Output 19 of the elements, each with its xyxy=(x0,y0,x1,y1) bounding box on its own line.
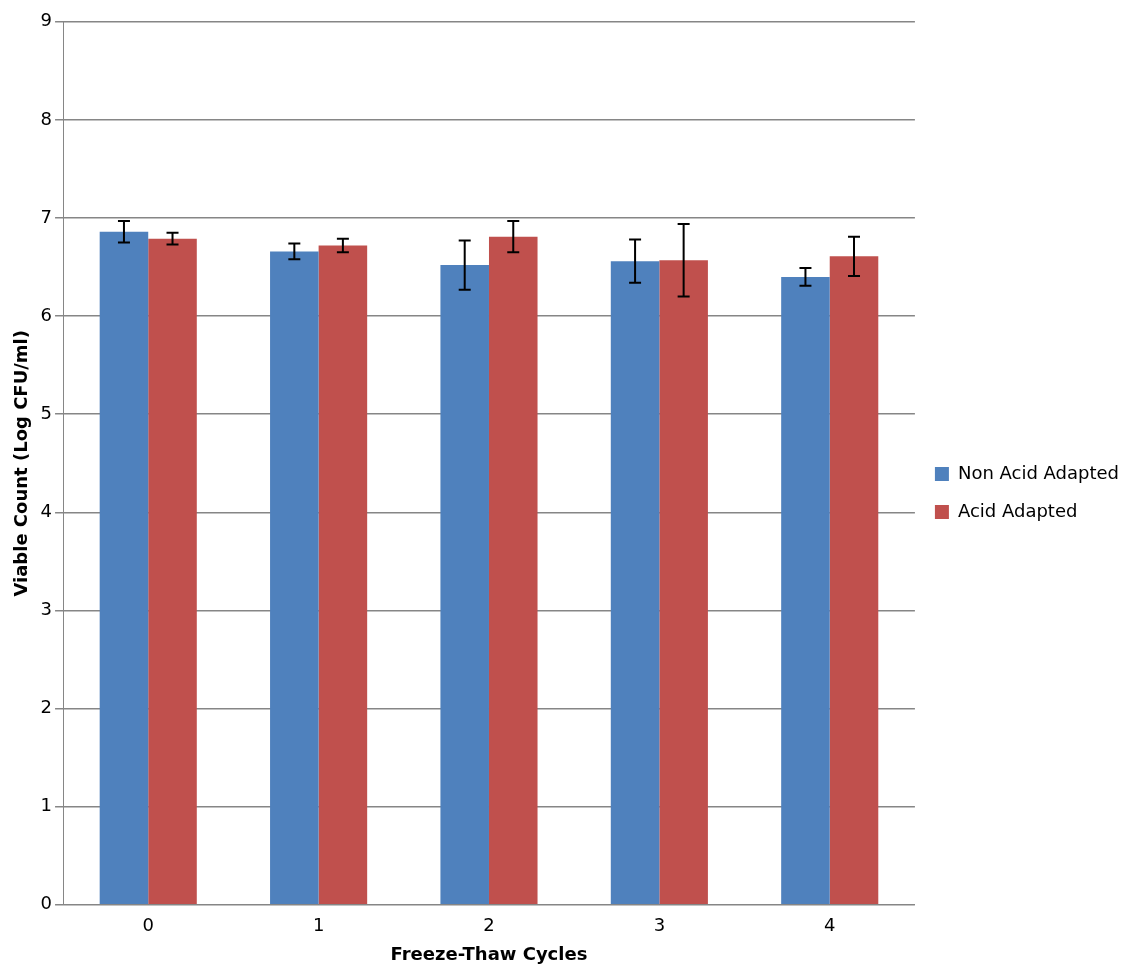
y-tick-label: 3 xyxy=(40,598,53,620)
y-tick-label: 7 xyxy=(40,205,53,227)
y-tick-label: 2 xyxy=(40,696,53,718)
y-tick-label: 9 xyxy=(40,9,53,31)
legend-label: Non Acid Adapted xyxy=(957,461,1120,483)
x-tick-label: 1 xyxy=(312,914,325,936)
x-tick-label: 3 xyxy=(653,914,666,936)
x-axis-title: Freeze-Thaw Cycles xyxy=(390,942,588,964)
x-tick-label: 4 xyxy=(824,914,836,936)
y-tick-label: 1 xyxy=(40,794,53,816)
y-tick-label: 8 xyxy=(40,107,53,129)
y-tick-label: 4 xyxy=(40,500,53,522)
y-tick-label: 5 xyxy=(40,401,53,423)
y-axis-title: Viable Count (Log CFU/ml) xyxy=(10,330,32,597)
x-tick-label: 0 xyxy=(142,914,154,936)
legend-label: Acid Adapted xyxy=(957,499,1078,521)
x-tick-label: 2 xyxy=(483,914,495,936)
y-tick-label: 6 xyxy=(40,303,53,325)
y-tick-label: 0 xyxy=(40,892,53,914)
